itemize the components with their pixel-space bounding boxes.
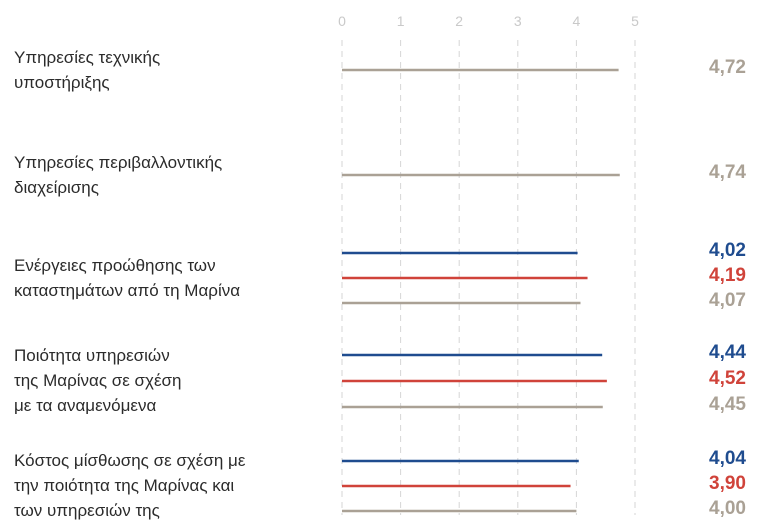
value-label: 4,04 — [709, 448, 746, 469]
tick-label-0: 0 — [338, 13, 346, 29]
value-label: 4,07 — [709, 290, 746, 311]
tick-label-3: 3 — [514, 13, 522, 29]
value-label: 3,90 — [709, 473, 746, 494]
tick-label-5: 5 — [631, 13, 639, 29]
category-label: Κόστος μίσθωσης σε σχέση με την ποιότητα… — [14, 451, 246, 520]
value-label: 4,00 — [709, 498, 746, 519]
tick-label-2: 2 — [455, 13, 463, 29]
value-label: 4,52 — [709, 368, 746, 389]
value-label: 4,44 — [709, 342, 746, 363]
category-label: Ενέργειες προώθησης των καταστημάτων από… — [14, 256, 241, 300]
value-label: 4,02 — [709, 240, 746, 261]
value-label: 4,74 — [709, 162, 746, 183]
tick-label-4: 4 — [573, 13, 581, 29]
value-label: 4,45 — [709, 394, 746, 415]
category-label: Υπηρεσίες περιβαλλοντικής διαχείρισης — [14, 153, 223, 197]
category-label: Υπηρεσίες τεχνικής υποστήριξης — [14, 48, 161, 92]
value-label: 4,72 — [709, 57, 746, 78]
tick-label-1: 1 — [397, 13, 405, 29]
category-label: Ποιότητα υπηρεσιών της Μαρίνας σε σχέση … — [14, 346, 182, 415]
value-label: 4,19 — [709, 265, 746, 286]
